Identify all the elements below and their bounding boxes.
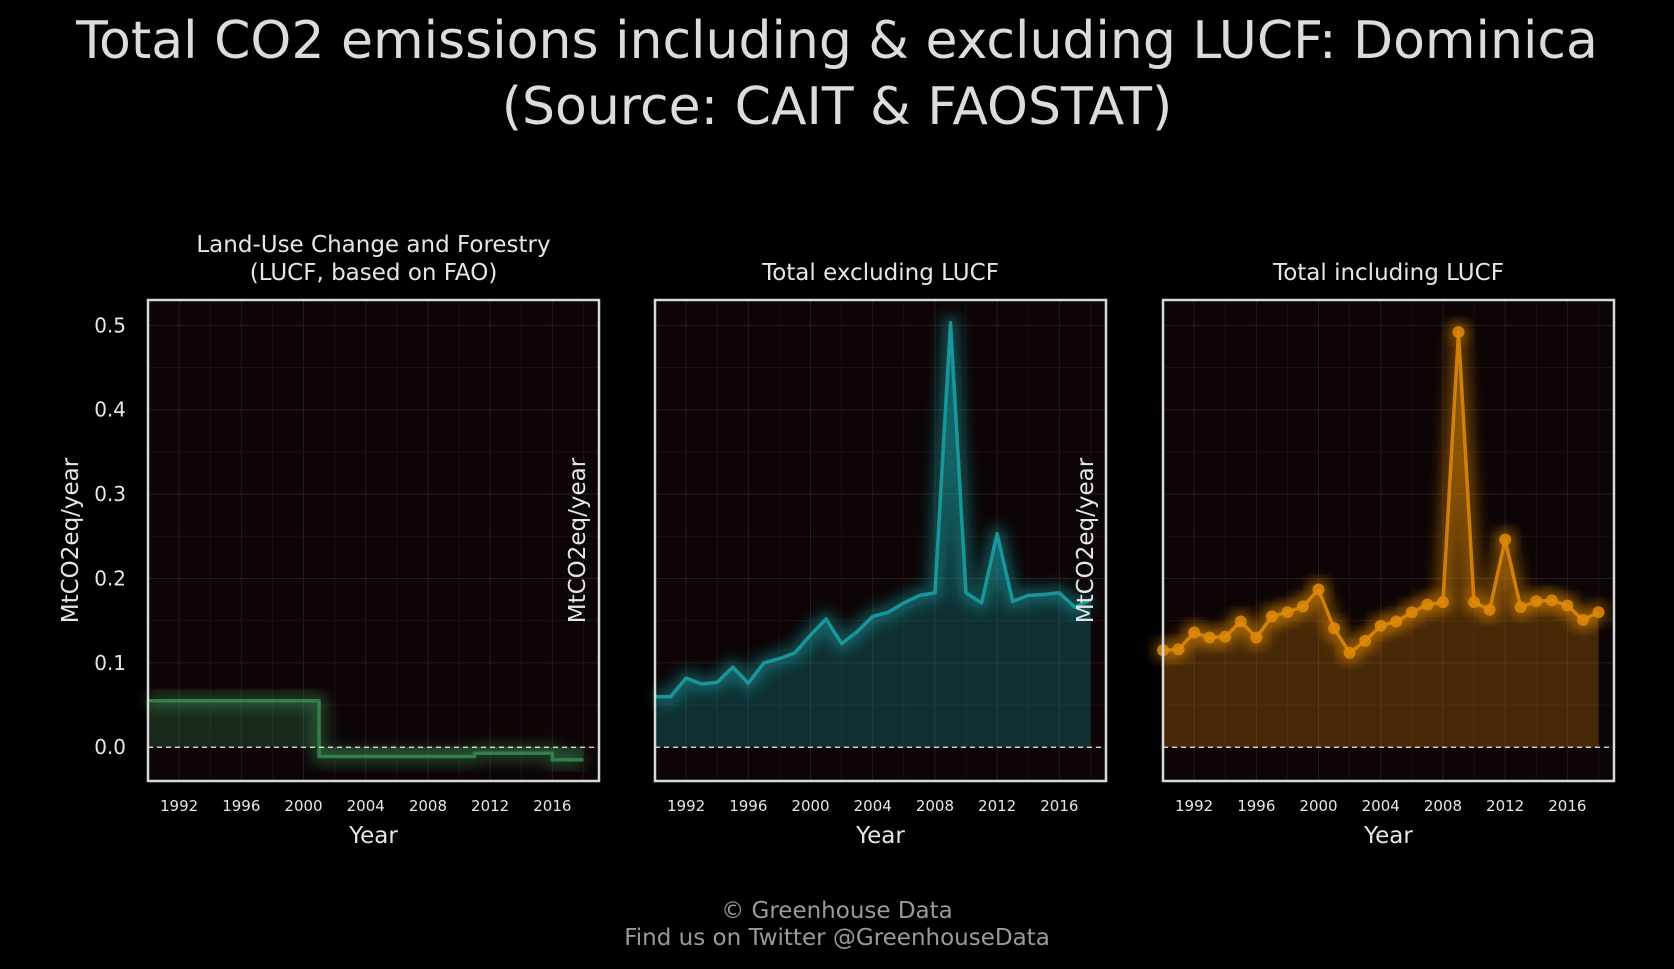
y-axis-label: MtCO2eq/year [58,457,84,623]
x-tick-label: 2008 [409,797,447,815]
data-point [1188,626,1201,639]
x-tick-label: 1996 [1237,797,1275,815]
x-axis-label: Year [1363,823,1413,849]
data-point [1436,596,1449,609]
data-point [1312,583,1325,596]
x-tick-label: 2000 [791,797,829,815]
series-area [1163,332,1599,748]
data-point [1374,619,1387,632]
panel-title: Total including LUCF [1272,260,1504,286]
y-tick-label: 0.2 [94,566,126,590]
data-point [1483,603,1496,616]
series-area [148,700,584,760]
data-point [1468,596,1481,609]
x-tick-label: 2012 [978,797,1016,815]
data-point [1514,601,1527,614]
x-tick-label: 2004 [1362,797,1400,815]
data-point [1530,595,1543,608]
footer-copyright: © Greenhouse Data [721,898,953,924]
chart-title-line-1: Total CO2 emissions including & excludin… [76,11,1598,71]
plot-frame [653,298,1108,783]
x-tick-label: 1992 [667,797,705,815]
data-point [1296,600,1309,613]
panel-3: 1992 1996 2000 2004 2008 2012 2016 Total includ… [1073,260,1616,849]
y-axis-label: MtCO2eq/year [565,457,591,623]
x-tick-label: 1996 [222,797,260,815]
x-tick-label: 2000 [284,797,322,815]
data-point [1234,615,1247,628]
footer: © Greenhouse Data Find us on Twitter @Gr… [0,898,1674,952]
series-line [148,699,584,762]
y-tick-label: 0.1 [94,651,126,675]
panel-title: Total excluding LUCF [761,260,999,286]
chart-title: Total CO2 emissions including & excludin… [0,8,1674,140]
plot-frame [1161,298,1616,783]
data-point [1576,613,1589,626]
plot-background [655,300,1106,781]
x-tick-label: 2000 [1299,797,1337,815]
y-tick-label: 0.4 [94,398,126,422]
x-tick-label: 2012 [471,797,509,815]
data-point [1405,606,1418,619]
plot-frame [146,298,601,783]
y-tick-label: 0.3 [94,482,126,506]
plot-background [1163,300,1614,781]
x-tick-label: 2008 [916,797,954,815]
data-point [1250,631,1263,644]
x-tick-label: 2016 [1548,797,1586,815]
panel-title: Land-Use Change and Forestry [196,232,550,258]
y-tick-label: 0.0 [94,735,126,759]
y-tick-label: 0.5 [94,313,126,337]
data-point [1343,646,1356,659]
x-axis-label: Year [348,823,398,849]
series-line [655,321,1092,699]
x-tick-label: 2004 [347,797,385,815]
data-point [1421,598,1434,611]
panel-title: (LUCF, based on FAO) [250,260,498,286]
data-point [1545,594,1558,607]
x-tick-label: 2012 [1486,797,1524,815]
data-point [1592,606,1605,619]
x-tick-label: 2016 [1040,797,1078,815]
x-tick-label: 2004 [854,797,892,815]
x-tick-label: 2016 [533,797,571,815]
data-point [1328,622,1341,635]
series-area [655,322,1091,748]
y-axis-label: MtCO2eq/year [1073,457,1099,623]
panel-2: 1992 1996 2000 2004 2008 2012 2016 Total exclud… [565,260,1108,849]
data-point [1203,631,1216,644]
x-tick-label: 1992 [1175,797,1213,815]
panel-1: 1992 1996 2000 2004 2008 2012 2016 0.0 0.1 0.2 0.3… [58,232,601,849]
chart-title-line-2: (Source: CAIT & FAOSTAT) [501,77,1173,137]
data-point [1499,533,1512,546]
data-point [1172,643,1185,656]
x-tick-label: 2008 [1424,797,1462,815]
data-point [1452,326,1465,339]
data-point [1390,615,1403,628]
footer-twitter: Find us on Twitter @GreenhouseData [624,925,1050,951]
data-point [1281,606,1294,619]
data-point [1359,634,1372,647]
x-tick-label: 1992 [160,797,198,815]
data-point [1561,599,1574,612]
data-point [1219,630,1232,643]
x-axis-label: Year [855,823,905,849]
data-point [1265,610,1278,623]
x-tick-label: 1996 [729,797,767,815]
